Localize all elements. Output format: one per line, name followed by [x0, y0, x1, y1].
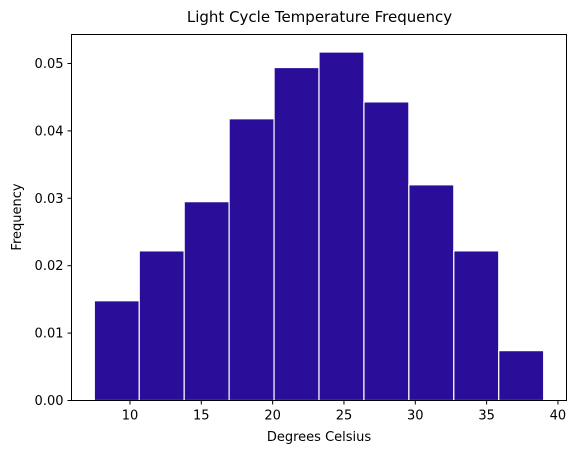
x-tick-label: 10 [122, 409, 139, 424]
histogram-bar [408, 184, 455, 402]
x-tick-label: 40 [550, 409, 567, 424]
y-axis-label: Frequency [10, 183, 25, 250]
histogram-bar [273, 66, 320, 402]
x-tick-label: 20 [264, 409, 281, 424]
histogram-bar [363, 101, 410, 402]
histogram-bar [138, 250, 185, 402]
bars-group [93, 51, 545, 402]
y-tick-label: 0.04 [35, 124, 64, 139]
histogram-bar [93, 300, 140, 402]
x-tick-label: 30 [407, 409, 424, 424]
chart-title: Light Cycle Temperature Frequency [187, 8, 452, 26]
histogram-bar [183, 201, 230, 402]
histogram-bar [498, 350, 545, 402]
y-tick-label: 0.01 [35, 327, 64, 342]
plot-frame [71, 34, 567, 401]
x-tick-label: 25 [336, 409, 353, 424]
x-axis-label: Degrees Celsius [267, 430, 372, 445]
histogram-bar [318, 51, 365, 402]
y-tick-label: 0.00 [35, 394, 64, 409]
histogram-bar [453, 250, 500, 402]
x-tick-label: 15 [193, 409, 210, 424]
y-tick-label: 0.03 [35, 192, 64, 207]
x-tick-label: 35 [478, 409, 495, 424]
x-axis: 10 15 20 25 30 35 40 [122, 400, 567, 424]
y-tick-label: 0.02 [35, 259, 64, 274]
y-tick-label: 0.05 [35, 57, 64, 72]
y-axis: 0.00 0.01 0.02 0.03 0.04 0.05 [35, 57, 72, 409]
histogram-bar [228, 118, 275, 402]
